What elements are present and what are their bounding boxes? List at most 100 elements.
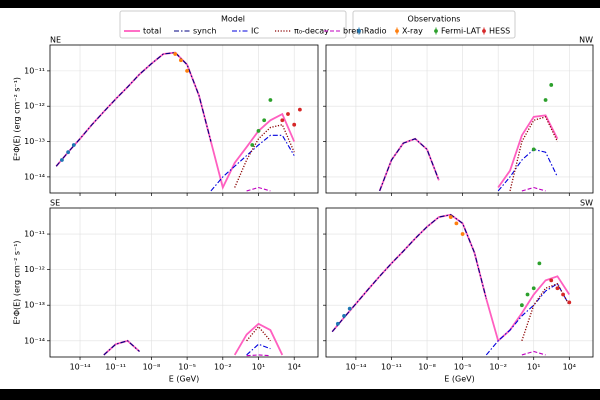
model-line — [331, 214, 487, 333]
observation-point — [262, 118, 267, 123]
y-axis-label: E²Φ(E) (erg cm⁻² s⁻¹) — [13, 77, 22, 161]
observation-point — [519, 303, 524, 308]
observation-point — [561, 292, 565, 297]
legend-title: Model — [221, 15, 245, 24]
x-tick-label: 10⁻⁵ — [178, 363, 196, 372]
observation-point — [531, 147, 536, 152]
observation-point — [250, 143, 255, 147]
panel-title: NW — [579, 36, 593, 45]
legend-label: π₀-decay — [294, 27, 329, 36]
model-line — [103, 322, 284, 356]
observation-point — [525, 292, 530, 297]
plot-area — [103, 322, 284, 357]
legend-label: Radio — [364, 27, 387, 36]
plot-area — [55, 51, 302, 192]
x-tick-label: 10⁴ — [563, 363, 576, 372]
legend-label: Fermi-LAT — [441, 27, 481, 36]
x-tick-label: 10⁻¹⁴ — [70, 363, 91, 372]
observation-point — [537, 261, 542, 266]
model-line — [485, 283, 570, 356]
legend-title: Observations — [408, 15, 461, 24]
model-line — [521, 186, 546, 192]
model-line — [55, 51, 212, 167]
x-tick-label: 10⁻² — [489, 363, 507, 372]
observation-point — [347, 306, 352, 311]
legend-label: HESS — [489, 27, 510, 36]
observation-point — [448, 215, 453, 219]
x-axis-label: E (GeV) — [444, 375, 474, 384]
model-line — [379, 138, 440, 192]
observation-point — [256, 129, 261, 133]
panel-title: NE — [50, 36, 61, 45]
y-tick-label: 10⁻¹² — [24, 102, 45, 111]
plot-area — [378, 83, 559, 192]
legend-swatch — [357, 29, 361, 33]
model-line — [246, 343, 271, 356]
observations-legend — [352, 10, 516, 39]
observation-point — [549, 278, 554, 283]
model-line — [246, 186, 271, 192]
x-tick-label: 10⁴ — [288, 363, 301, 372]
y-tick-label: 10⁻¹³ — [24, 137, 45, 146]
legend-swatch — [434, 29, 438, 33]
observation-point — [178, 58, 183, 63]
panel-frame — [325, 207, 594, 358]
plot-area — [331, 213, 572, 356]
model-line — [246, 354, 271, 357]
top-bar — [0, 0, 600, 8]
observation-point — [185, 68, 190, 73]
observation-point — [549, 83, 554, 87]
model-line — [509, 116, 559, 192]
x-tick-label: 10¹ — [527, 363, 540, 372]
y-tick-label: 10⁻¹¹ — [24, 66, 45, 75]
observation-point — [543, 98, 548, 102]
x-tick-label: 10⁻⁸ — [418, 363, 436, 372]
panel-title: SE — [50, 199, 60, 208]
observation-point — [555, 286, 560, 291]
observation-point — [292, 122, 297, 127]
x-axis-label: E (GeV) — [169, 375, 199, 384]
legend-swatch — [395, 29, 399, 33]
observation-point — [66, 150, 71, 155]
legend-label: brem — [343, 27, 364, 36]
model-line — [521, 282, 570, 341]
y-tick-label: 10⁻¹⁴ — [24, 172, 45, 181]
model-line — [103, 340, 140, 356]
model-line — [497, 148, 558, 192]
y-tick-label: 10⁻¹² — [24, 265, 45, 274]
x-tick-label: 10¹ — [252, 363, 265, 372]
observation-point — [71, 143, 76, 147]
x-tick-label: 10⁻⁵ — [454, 363, 472, 372]
observation-point — [531, 286, 536, 291]
model-line — [521, 350, 546, 356]
y-tick-label: 10⁻¹³ — [24, 301, 45, 310]
panel-frame — [49, 207, 319, 358]
observation-point — [280, 118, 285, 123]
legend-label: synch — [193, 27, 216, 36]
observation-point — [460, 232, 465, 236]
x-tick-label: 10⁻¹⁴ — [345, 363, 366, 372]
panel-frame — [325, 44, 594, 194]
x-tick-label: 10⁻¹¹ — [105, 363, 126, 372]
observation-point — [268, 98, 273, 102]
x-tick-label: 10⁻² — [214, 363, 232, 372]
panel-frame — [49, 44, 319, 194]
x-tick-label: 10⁻⁸ — [143, 363, 161, 372]
observation-point — [454, 221, 459, 226]
observation-point — [335, 321, 340, 326]
model-line — [210, 134, 295, 192]
observation-point — [567, 300, 572, 305]
observation-point — [297, 107, 302, 112]
observation-point — [342, 314, 346, 318]
y-tick-label: 10⁻¹¹ — [24, 230, 45, 239]
observation-point — [286, 112, 290, 116]
observation-point — [173, 52, 178, 56]
y-axis-label: E²Φ(E) (erg cm⁻² s⁻¹) — [13, 240, 22, 324]
bottom-bar — [0, 389, 600, 400]
legend-swatch — [482, 29, 486, 33]
y-tick-label: 10⁻¹⁴ — [24, 336, 45, 345]
legend-label: X-ray — [402, 27, 423, 36]
legend-label: total — [143, 27, 161, 36]
model-line — [234, 123, 295, 188]
